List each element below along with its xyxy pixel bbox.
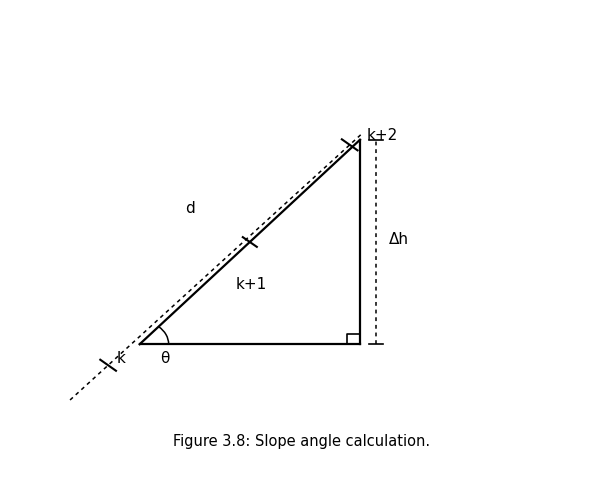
Text: k+1: k+1 bbox=[236, 277, 266, 292]
Text: Δh: Δh bbox=[389, 232, 409, 247]
Text: Figure 3.8: Slope angle calculation.: Figure 3.8: Slope angle calculation. bbox=[173, 434, 431, 449]
Text: k: k bbox=[117, 351, 125, 366]
Text: k+2: k+2 bbox=[367, 128, 398, 143]
Text: d: d bbox=[185, 201, 194, 216]
Text: θ: θ bbox=[160, 351, 169, 366]
